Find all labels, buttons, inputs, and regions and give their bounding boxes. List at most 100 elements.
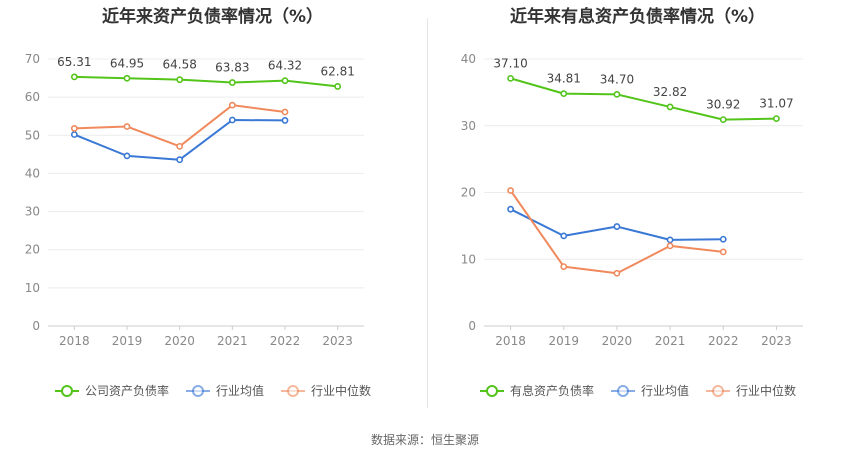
x-tick-label: 2023 bbox=[761, 334, 792, 348]
data-point[interactable] bbox=[613, 223, 621, 230]
chart-title: 近年来资产负债率情况（%） bbox=[101, 7, 324, 27]
data-point[interactable] bbox=[507, 187, 514, 194]
right-chart-plot: 0 10 20 30 40 2018 2019 2020 2021 2022 2023 37.10 34… bbox=[461, 52, 803, 348]
data-label: 31.07 bbox=[759, 97, 793, 111]
data-point[interactable] bbox=[773, 115, 780, 123]
data-label: 30.92 bbox=[706, 98, 740, 112]
data-point[interactable] bbox=[176, 156, 184, 164]
data-source-note: 数据来源：恒生聚源 bbox=[370, 433, 479, 447]
left-chart-panel: 近年来资产负债率情况（%） 0 10 20 30 40 50 60 70 2018 2019 202… bbox=[0, 0, 425, 420]
x-tick-label: 2019 bbox=[548, 334, 579, 348]
chart-title: 近年来有息资产负债率情况（%） bbox=[509, 7, 766, 27]
data-label: 64.32 bbox=[268, 59, 302, 73]
legend-item[interactable]: 行业中位数 bbox=[280, 382, 371, 399]
legend-marker-icon bbox=[610, 384, 635, 397]
y-tick-label: 20 bbox=[25, 243, 40, 257]
data-point[interactable] bbox=[281, 77, 289, 85]
right-chart-panel: 近年来有息资产负债率情况（%） 0 10 20 30 40 2018 2019 2020 202… bbox=[425, 0, 850, 420]
x-tick-label: 2018 bbox=[495, 334, 526, 348]
legend-label: 行业中位数 bbox=[311, 384, 372, 398]
data-label: 32.82 bbox=[653, 85, 687, 99]
y-tick-label: 10 bbox=[25, 281, 40, 295]
legend-marker-icon bbox=[479, 384, 504, 397]
data-label: 65.31 bbox=[57, 55, 91, 69]
data-point[interactable] bbox=[613, 269, 621, 277]
x-tick-label: 2021 bbox=[655, 334, 686, 348]
y-tick-label: 70 bbox=[25, 52, 40, 66]
data-point[interactable] bbox=[228, 101, 236, 109]
data-point[interactable] bbox=[70, 73, 78, 81]
legend-item[interactable]: 公司资产负债率 bbox=[54, 382, 169, 399]
data-point[interactable] bbox=[719, 235, 727, 243]
data-point[interactable] bbox=[560, 263, 568, 270]
x-tick-label: 2021 bbox=[217, 334, 248, 348]
data-point[interactable] bbox=[123, 123, 131, 130]
data-point[interactable] bbox=[334, 83, 342, 90]
legend-label: 公司资产负债率 bbox=[84, 384, 169, 398]
data-point[interactable] bbox=[560, 232, 568, 240]
x-tick-label: 2022 bbox=[270, 334, 301, 348]
x-tick-label: 2020 bbox=[164, 334, 195, 348]
panel-divider bbox=[427, 18, 428, 408]
data-point[interactable] bbox=[613, 90, 621, 98]
series-line-2 bbox=[509, 189, 724, 275]
data-point[interactable] bbox=[666, 236, 674, 244]
data-point[interactable] bbox=[228, 116, 236, 124]
data-point[interactable] bbox=[666, 242, 674, 250]
legend-label: 行业中位数 bbox=[736, 384, 797, 398]
data-label: 34.70 bbox=[600, 72, 634, 86]
data-label: 63.83 bbox=[215, 61, 249, 75]
legend-marker-icon bbox=[185, 384, 210, 397]
data-point[interactable] bbox=[281, 117, 289, 124]
data-point[interactable] bbox=[176, 76, 184, 84]
y-tick-label: 10 bbox=[461, 252, 476, 266]
legend-item[interactable]: 行业中位数 bbox=[705, 382, 796, 399]
data-point[interactable] bbox=[507, 74, 514, 82]
legend-item[interactable]: 有息资产负债率 bbox=[479, 382, 594, 399]
data-point[interactable] bbox=[123, 74, 131, 82]
legend-marker-icon bbox=[281, 384, 305, 397]
x-tick-label: 2018 bbox=[59, 334, 90, 348]
y-tick-label: 30 bbox=[461, 119, 476, 133]
y-tick-label: 40 bbox=[461, 52, 476, 66]
left-chart-plot: 0 10 20 30 40 50 60 70 2018 2019 2020 2021 2022 2023 6… bbox=[25, 52, 364, 348]
legend-item[interactable]: 行业均值 bbox=[610, 382, 689, 399]
left-chart-legend: 公司资产负债率 行业均值 行业中位数 bbox=[0, 382, 425, 399]
y-tick-label: 0 bbox=[32, 319, 40, 333]
data-point[interactable] bbox=[123, 152, 131, 160]
legend-marker-icon bbox=[706, 384, 730, 397]
data-point[interactable] bbox=[176, 142, 184, 150]
data-point[interactable] bbox=[719, 248, 727, 256]
legend-label: 行业均值 bbox=[215, 384, 264, 398]
x-tick-label: 2020 bbox=[602, 334, 633, 348]
y-tick-label: 30 bbox=[25, 205, 40, 219]
data-point[interactable] bbox=[70, 125, 78, 132]
x-tick-label: 2019 bbox=[112, 334, 143, 348]
y-tick-label: 60 bbox=[25, 90, 40, 104]
data-label: 64.95 bbox=[110, 56, 144, 70]
y-tick-label: 50 bbox=[25, 128, 40, 142]
y-tick-label: 40 bbox=[25, 166, 40, 180]
series-line-2 bbox=[74, 104, 286, 148]
data-label: 62.81 bbox=[320, 64, 354, 78]
data-label: 34.81 bbox=[547, 72, 581, 86]
legend-item[interactable]: 行业均值 bbox=[185, 382, 264, 399]
data-point[interactable] bbox=[666, 103, 674, 111]
data-label: 37.10 bbox=[493, 56, 527, 70]
legend-marker-icon bbox=[54, 384, 79, 397]
data-point[interactable] bbox=[281, 108, 289, 116]
legend-label: 行业均值 bbox=[640, 384, 689, 398]
data-point[interactable] bbox=[719, 116, 727, 124]
data-point[interactable] bbox=[507, 205, 514, 213]
x-tick-label: 2023 bbox=[322, 334, 353, 348]
y-tick-label: 20 bbox=[461, 186, 476, 200]
right-chart-legend: 有息资产负债率 行业均值 行业中位数 bbox=[425, 382, 850, 399]
series-line-0 bbox=[510, 77, 777, 121]
legend-label: 有息资产负债率 bbox=[509, 384, 594, 398]
data-label: 64.58 bbox=[162, 58, 196, 72]
series-line-1 bbox=[73, 119, 286, 161]
data-point[interactable] bbox=[70, 131, 78, 138]
y-tick-label: 0 bbox=[468, 319, 476, 333]
data-point[interactable] bbox=[228, 79, 236, 86]
data-point[interactable] bbox=[560, 90, 568, 98]
